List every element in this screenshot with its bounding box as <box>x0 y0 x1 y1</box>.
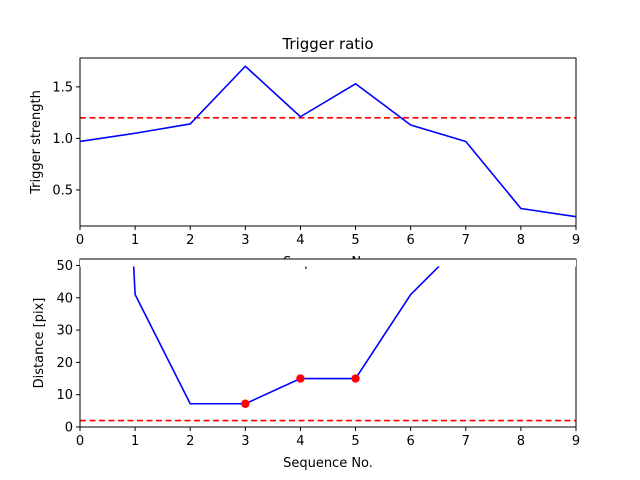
x-tick-label: 4 <box>296 434 304 449</box>
x-tick-label: 5 <box>351 434 359 449</box>
plot-area-top <box>80 58 576 226</box>
y-tick-label: 1.5 <box>52 80 73 95</box>
x-tick-label: 3 <box>241 233 249 248</box>
y-axis-label-top: Trigger strength <box>29 90 44 195</box>
chart-title: Trigger ratio <box>281 35 373 53</box>
x-tick-label: 8 <box>517 233 525 248</box>
distance-chart: 0 1 2 3 4 5 6 7 8 9 0 10 20 30 40 50 Distance [pix] Se… <box>32 258 580 471</box>
x-tick-label: 5 <box>351 233 359 248</box>
y-axis-label-bottom: Distance [pix] <box>32 298 47 389</box>
y-tick-label: 0 <box>65 421 73 436</box>
x-tick-label: 9 <box>572 434 580 449</box>
x-axis-label-bottom: Sequence No. <box>283 456 373 471</box>
x-tick-label: 1 <box>131 434 139 449</box>
data-point-marker <box>351 374 360 383</box>
y-tick-label: 10 <box>56 388 73 403</box>
x-tick-label: 7 <box>462 233 470 248</box>
x-tick-label: 0 <box>76 434 84 449</box>
x-tick-label: 4 <box>296 233 304 248</box>
trigger-ratio-chart: 0 1 2 3 4 5 6 7 8 9 0.5 1.0 1.5 Trigger ratio Trigg… <box>29 35 580 248</box>
x-tick-label: 3 <box>241 434 249 449</box>
plot-area-bottom <box>80 259 576 427</box>
y-tick-label: 20 <box>56 356 73 371</box>
data-point-marker <box>241 399 250 408</box>
y-tick-label: 1.0 <box>52 132 73 147</box>
series-line <box>80 65 576 218</box>
bottom-plot-overlay <box>80 259 576 267</box>
x-tick-label: 2 <box>186 434 194 449</box>
y-tick-label: 50 <box>56 259 73 274</box>
series-line <box>132 259 448 405</box>
x-tick-label: 7 <box>462 434 470 449</box>
x-tick-label: 1 <box>131 233 139 248</box>
x-tick-label: 0 <box>76 233 84 248</box>
x-tick-label: 9 <box>572 233 580 248</box>
x-tick-label: 2 <box>186 233 194 248</box>
data-point-marker <box>296 374 305 383</box>
x-tick-label: 6 <box>407 233 415 248</box>
x-tick-label: 8 <box>517 434 525 449</box>
plot-frame-top <box>79 57 577 227</box>
x-tick-label: 6 <box>407 434 415 449</box>
y-tick-label: 0.5 <box>52 183 73 198</box>
y-tick-label: 40 <box>56 291 73 306</box>
y-tick-label: 30 <box>56 324 73 339</box>
